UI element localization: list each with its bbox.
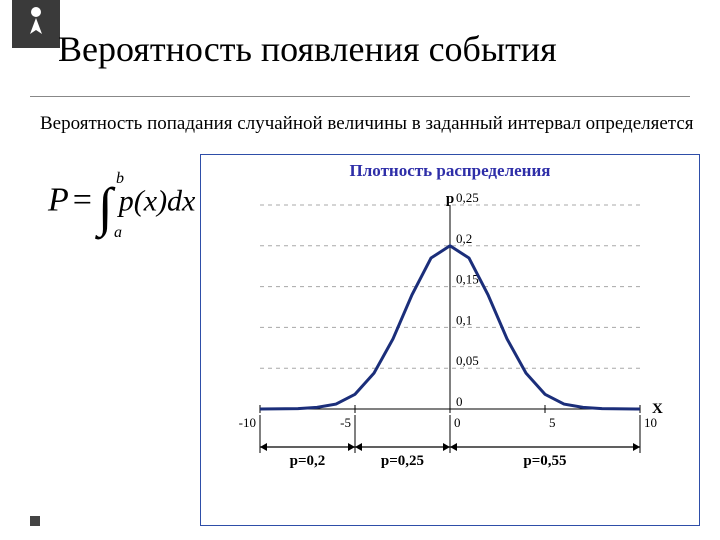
- svg-text:0: 0: [454, 415, 461, 430]
- bullet-icon: [30, 516, 40, 526]
- svg-text:0,1: 0,1: [456, 312, 472, 327]
- formula-integrand: p(x)dx: [119, 185, 196, 218]
- lower-limit: a: [114, 224, 122, 242]
- svg-text:0,15: 0,15: [456, 272, 479, 287]
- chart-panel: Плотность распределения 00,050,10,150,20…: [200, 154, 700, 526]
- svg-text:5: 5: [549, 415, 556, 430]
- subtitle: Вероятность попадания случайной величины…: [40, 112, 694, 136]
- svg-text:p=0,55: p=0,55: [523, 453, 566, 469]
- formula-eq: =: [73, 182, 92, 219]
- svg-text:p=0,25: p=0,25: [381, 453, 424, 469]
- plot-svg: 0 0,05 0,1 0,15 0,2 0,25 -10 -5 0 5 10 p Xp=0,2 p=0,2…: [230, 191, 670, 481]
- svg-text:0,05: 0,05: [456, 353, 479, 368]
- svg-text:0,2: 0,2: [456, 231, 472, 246]
- svg-text:p: p: [446, 191, 454, 207]
- svg-text:-10: -10: [239, 415, 256, 430]
- formula-lhs: P: [48, 182, 69, 219]
- svg-text:X: X: [652, 401, 663, 417]
- divider: [30, 96, 690, 97]
- integral-sign: b ∫ a: [98, 180, 113, 234]
- page-title: Вероятность появления события: [58, 28, 557, 70]
- integral-formula: P = b ∫ a p(x)dx: [48, 180, 195, 234]
- svg-text:0: 0: [456, 394, 463, 409]
- svg-text:0,25: 0,25: [456, 191, 479, 205]
- upper-limit: b: [116, 170, 124, 188]
- logo-icon: [12, 0, 60, 48]
- svg-text:p=0,2: p=0,2: [290, 453, 326, 469]
- slide: Вероятность появления события Вероятност…: [0, 0, 720, 540]
- svg-text:-5: -5: [340, 415, 351, 430]
- chart-title: Плотность распределения: [201, 161, 699, 181]
- svg-text:10: 10: [644, 415, 657, 430]
- density-plot: 0 0,05 0,1 0,15 0,2 0,25 -10 -5 0 5 10 p Xp=0,2 p=0,2…: [230, 191, 670, 481]
